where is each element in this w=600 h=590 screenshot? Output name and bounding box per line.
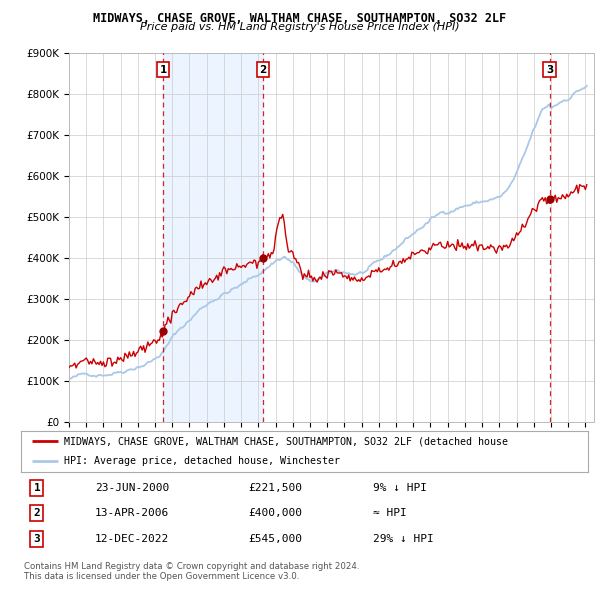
Text: 1: 1 [34,483,40,493]
Text: Price paid vs. HM Land Registry's House Price Index (HPI): Price paid vs. HM Land Registry's House … [140,22,460,32]
Text: 13-APR-2006: 13-APR-2006 [95,509,169,518]
Text: £400,000: £400,000 [248,509,302,518]
Text: 2: 2 [34,509,40,518]
Text: £221,500: £221,500 [248,483,302,493]
Text: MIDWAYS, CHASE GROVE, WALTHAM CHASE, SOUTHAMPTON, SO32 2LF (detached house: MIDWAYS, CHASE GROVE, WALTHAM CHASE, SOU… [64,437,508,447]
Text: 1: 1 [160,65,167,75]
Text: 29% ↓ HPI: 29% ↓ HPI [373,534,433,544]
Text: 3: 3 [34,534,40,544]
Bar [163,53,263,422]
Text: 9% ↓ HPI: 9% ↓ HPI [373,483,427,493]
Text: Contains HM Land Registry data © Crown copyright and database right 2024.
This d: Contains HM Land Registry data © Crown c… [24,562,359,581]
Text: HPI: Average price, detached house, Winchester: HPI: Average price, detached house, Winc… [64,456,340,466]
Text: 2: 2 [259,65,266,75]
Text: MIDWAYS, CHASE GROVE, WALTHAM CHASE, SOUTHAMPTON, SO32 2LF: MIDWAYS, CHASE GROVE, WALTHAM CHASE, SOU… [94,12,506,25]
Text: 23-JUN-2000: 23-JUN-2000 [95,483,169,493]
Text: £545,000: £545,000 [248,534,302,544]
Text: 3: 3 [546,65,553,75]
Text: 12-DEC-2022: 12-DEC-2022 [95,534,169,544]
Text: ≈ HPI: ≈ HPI [373,509,406,518]
